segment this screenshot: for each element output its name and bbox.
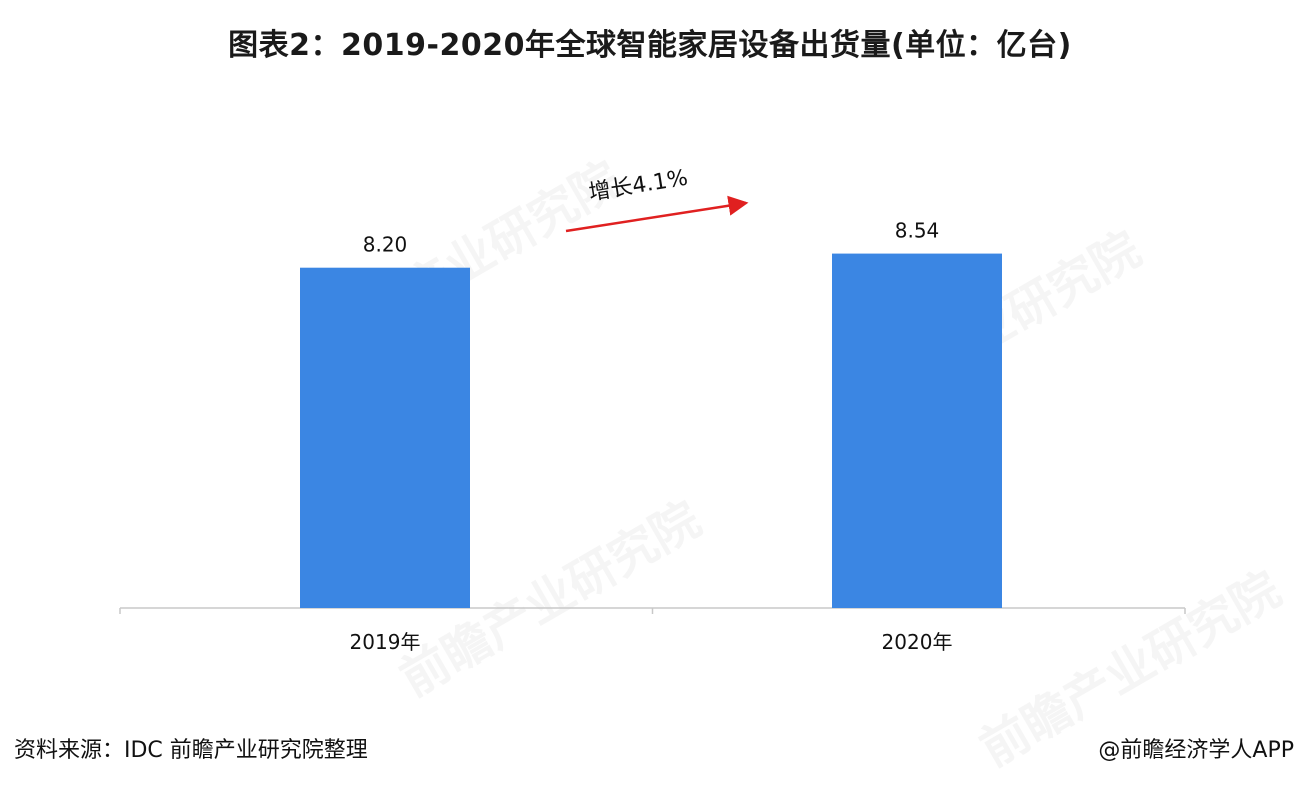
growth-arrow [565, 195, 749, 233]
bar [300, 267, 470, 608]
source-note: 资料来源：IDC 前瞻产业研究院整理 [14, 738, 368, 763]
x-tick-label: 2019年 [350, 630, 421, 654]
bar [832, 253, 1002, 608]
data-label: 8.54 [895, 219, 940, 243]
data-label: 8.20 [363, 233, 408, 257]
chart-title: 图表2：2019-2020年全球智能家居设备出货量(单位：亿台) [228, 28, 1072, 63]
growth-annotation: 增长4.1% [587, 166, 690, 206]
x-tick-label: 2020年 [882, 630, 953, 654]
credit-note: @前瞻经济学人APP [1098, 738, 1294, 763]
